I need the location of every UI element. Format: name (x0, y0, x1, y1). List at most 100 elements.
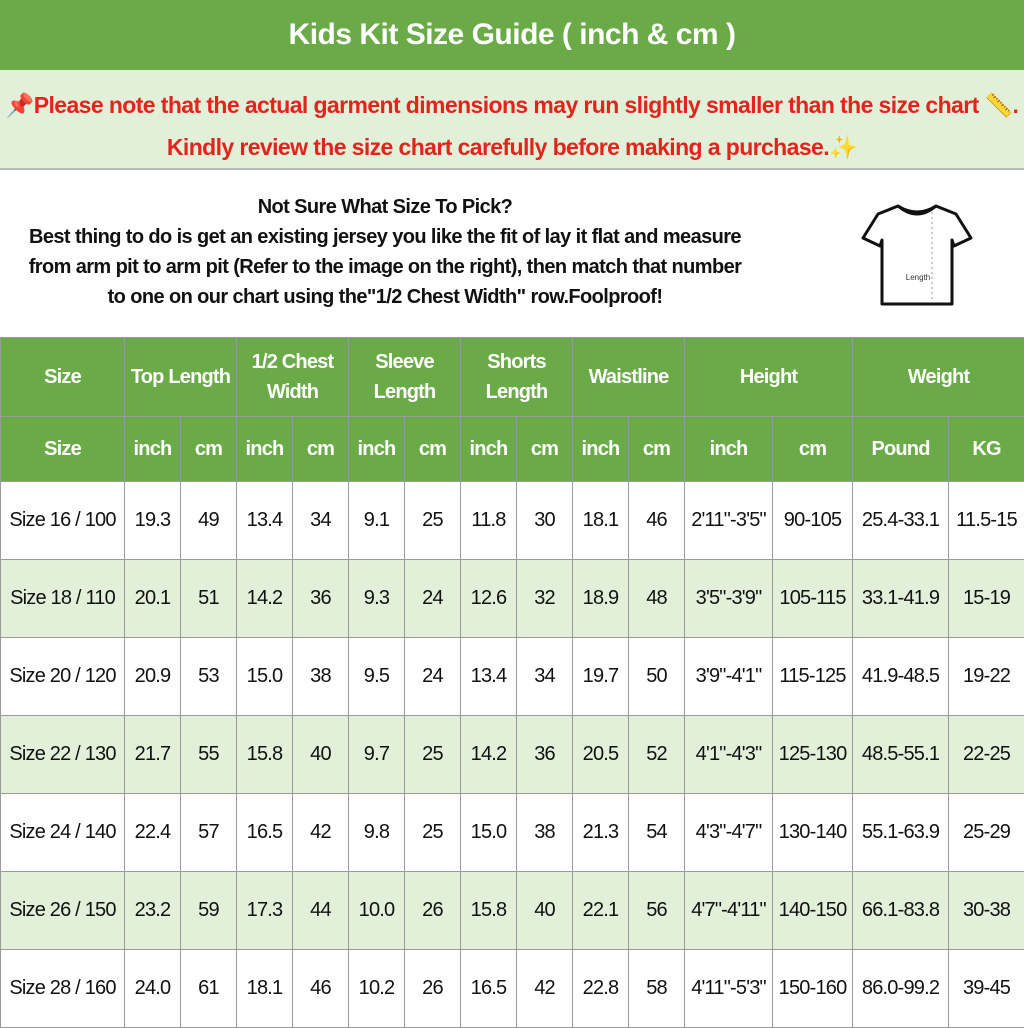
size-cell: Size 22 / 130 (1, 716, 125, 794)
value-cell: 4'11"-5'3" (685, 950, 773, 1028)
value-cell: 130-140 (773, 794, 853, 872)
value-cell: 36 (517, 716, 573, 794)
value-cell: 86.0-99.2 (853, 950, 949, 1028)
value-cell: 46 (629, 482, 685, 560)
value-cell: 58 (629, 950, 685, 1028)
value-cell: 57 (181, 794, 237, 872)
value-cell: 20.9 (125, 638, 181, 716)
value-cell: 115-125 (773, 638, 853, 716)
intro-line-3: to one on our chart using the"1/2 Chest … (0, 282, 770, 312)
notice-line-2: Kindly review the size chart carefully b… (167, 134, 829, 160)
value-cell: 4'7"-4'11" (685, 872, 773, 950)
value-cell: 38 (517, 794, 573, 872)
value-cell: 14.2 (461, 716, 517, 794)
value-cell: 11.8 (461, 482, 517, 560)
value-cell: 125-130 (773, 716, 853, 794)
intro-line-1: Best thing to do is get an existing jers… (0, 222, 770, 252)
value-cell: 15.8 (461, 872, 517, 950)
unit-header: Size (1, 417, 125, 482)
value-cell: 50 (629, 638, 685, 716)
intro-section: Not Sure What Size To Pick? Best thing t… (0, 170, 1024, 337)
column-group-header: Waistline (573, 338, 685, 417)
value-cell: 19-22 (949, 638, 1024, 716)
value-cell: 34 (517, 638, 573, 716)
unit-header: cm (773, 417, 853, 482)
column-group-header: Shorts Length (461, 338, 573, 417)
value-cell: 40 (517, 872, 573, 950)
column-group-header: Sleeve Length (349, 338, 461, 417)
column-group-header: 1/2 Chest Width (237, 338, 349, 417)
size-cell: Size 26 / 150 (1, 872, 125, 950)
size-cell: Size 20 / 120 (1, 638, 125, 716)
unit-header: inch (125, 417, 181, 482)
value-cell: 36 (293, 560, 349, 638)
value-cell: 24 (405, 638, 461, 716)
value-cell: 9.7 (349, 716, 405, 794)
size-cell: Size 16 / 100 (1, 482, 125, 560)
value-cell: 34 (293, 482, 349, 560)
value-cell: 25.4-33.1 (853, 482, 949, 560)
unit-header: Pound (853, 417, 949, 482)
value-cell: 41.9-48.5 (853, 638, 949, 716)
value-cell: 19.3 (125, 482, 181, 560)
value-cell: 10.2 (349, 950, 405, 1028)
unit-header: cm (517, 417, 573, 482)
value-cell: 25 (405, 482, 461, 560)
pushpin-icon: 📌 (6, 92, 34, 118)
intro-line-2: from arm pit to arm pit (Refer to the im… (0, 252, 770, 282)
value-cell: 9.5 (349, 638, 405, 716)
unit-header: cm (629, 417, 685, 482)
value-cell: 9.3 (349, 560, 405, 638)
tshirt-icon: Length (860, 200, 975, 310)
unit-header: inch (573, 417, 629, 482)
value-cell: 16.5 (237, 794, 293, 872)
value-cell: 66.1-83.8 (853, 872, 949, 950)
notice-line-1: Please note that the actual garment dime… (34, 92, 979, 118)
value-cell: 4'1"-4'3" (685, 716, 773, 794)
value-cell: 15.0 (461, 794, 517, 872)
value-cell: 22.1 (573, 872, 629, 950)
value-cell: 38 (293, 638, 349, 716)
value-cell: 18.9 (573, 560, 629, 638)
value-cell: 42 (517, 950, 573, 1028)
value-cell: 3'9"-4'1" (685, 638, 773, 716)
column-group-header: Weight (853, 338, 1024, 417)
size-cell: Size 18 / 110 (1, 560, 125, 638)
value-cell: 23.2 (125, 872, 181, 950)
value-cell: 19.7 (573, 638, 629, 716)
value-cell: 140-150 (773, 872, 853, 950)
ruler-icon: 📏 (984, 92, 1012, 118)
value-cell: 14.2 (237, 560, 293, 638)
value-cell: 48 (629, 560, 685, 638)
value-cell: 22-25 (949, 716, 1024, 794)
value-cell: 26 (405, 950, 461, 1028)
unit-header: inch (461, 417, 517, 482)
value-cell: 49 (181, 482, 237, 560)
value-cell: 3'5"-3'9" (685, 560, 773, 638)
value-cell: 24.0 (125, 950, 181, 1028)
value-cell: 21.3 (573, 794, 629, 872)
value-cell: 16.5 (461, 950, 517, 1028)
value-cell: 17.3 (237, 872, 293, 950)
value-cell: 53 (181, 638, 237, 716)
value-cell: 4'3"-4'7" (685, 794, 773, 872)
value-cell: 9.8 (349, 794, 405, 872)
column-group-header: Top Length (125, 338, 237, 417)
page-title: Kids Kit Size Guide ( inch & cm ) (0, 0, 1024, 70)
unit-header: cm (181, 417, 237, 482)
value-cell: 54 (629, 794, 685, 872)
value-cell: 44 (293, 872, 349, 950)
value-cell: 11.5-15 (949, 482, 1024, 560)
value-cell: 22.8 (573, 950, 629, 1028)
value-cell: 15.0 (237, 638, 293, 716)
value-cell: 20.5 (573, 716, 629, 794)
size-cell: Size 24 / 140 (1, 794, 125, 872)
value-cell: 55 (181, 716, 237, 794)
unit-header: inch (685, 417, 773, 482)
